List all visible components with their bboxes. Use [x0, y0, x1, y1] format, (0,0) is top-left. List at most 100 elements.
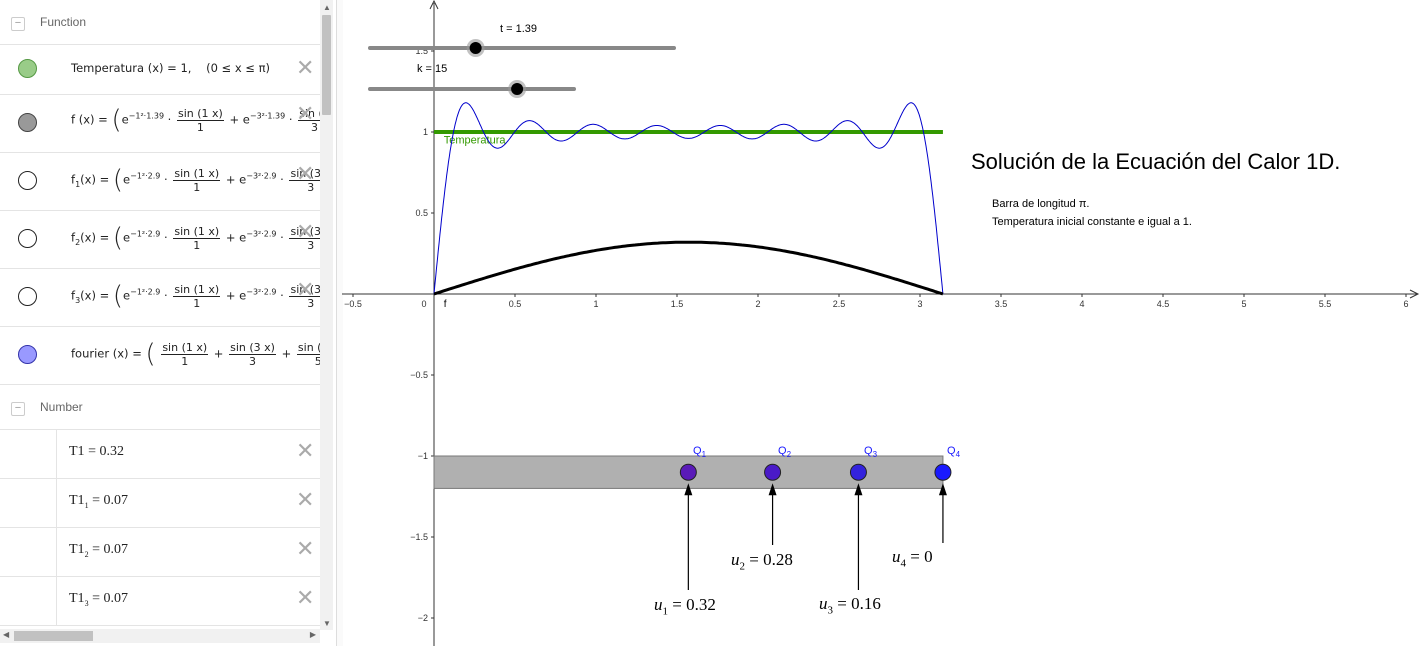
- u-letter: u: [819, 594, 828, 613]
- expression-f[interactable]: f (x) = (e−1²·1.39 · sin (1 x) 1 + e−3²·1…: [71, 105, 320, 135]
- delete-icon[interactable]: ✕: [296, 101, 315, 126]
- fraction-den: 1: [193, 180, 201, 194]
- x-tick-label: 5.5: [1319, 299, 1332, 309]
- visibility-toggle-icon[interactable]: [18, 229, 37, 248]
- delete-icon[interactable]: ✕: [296, 277, 315, 302]
- graphics-canvas[interactable]: −0.5 0 0.5 1 1.5 2 2.5 3 3.5 4 4.5 5 5.5 6 1.5 1 0.5 −0.5…: [342, 0, 1422, 646]
- x-tick-label: 0: [421, 299, 426, 309]
- q-letter: Q: [864, 445, 873, 457]
- exponent: −1²·1.39: [128, 111, 165, 121]
- algebra-row-T1-1[interactable]: T11 = 0.07 ✕: [0, 479, 320, 528]
- scroll-thumb[interactable]: [322, 15, 331, 115]
- description-line-2: Temperatura inicial constante e igual a …: [992, 216, 1192, 228]
- point-Q3-label: Q3: [864, 445, 877, 459]
- function-name: f: [71, 230, 76, 245]
- delete-icon[interactable]: ✕: [296, 161, 315, 186]
- scroll-left-icon[interactable]: ◀: [3, 630, 10, 639]
- expression-T1-1[interactable]: T11 = 0.07: [69, 493, 128, 510]
- delete-icon[interactable]: ✕: [296, 487, 315, 512]
- rod-point-Q3[interactable]: [849, 463, 867, 481]
- row-gutter: [56, 577, 57, 625]
- x-tick-label: 1: [593, 299, 598, 309]
- delete-icon[interactable]: ✕: [296, 438, 315, 463]
- expression-temperatura[interactable]: Temperatura (x) = 1, (0 ≤ x ≤ π): [71, 61, 270, 75]
- exp-base: e: [123, 288, 131, 303]
- rod-point-Q2[interactable]: [764, 463, 782, 481]
- u-letter: u: [654, 595, 663, 614]
- expression-T1-2[interactable]: T12 = 0.07: [69, 542, 128, 559]
- algebra-row-fourier[interactable]: fourier (x) = ( sin (1 x) 1 + sin (3 x) 3 …: [0, 327, 320, 385]
- visibility-toggle-icon[interactable]: [18, 59, 37, 78]
- number-group-header[interactable]: − Number: [0, 385, 320, 430]
- expression-f1[interactable]: f1(x) = (e−1²·2.9 · sin (1 x) 1 + e−3²·2.…: [71, 165, 320, 195]
- slider-k-knob[interactable]: [511, 83, 524, 95]
- expression-f2[interactable]: f2(x) = (e−1²·2.9 · sin (1 x) 1 + e−3²·2.…: [71, 223, 320, 253]
- scroll-down-icon[interactable]: ▼: [323, 619, 331, 628]
- function-arg: (x): [80, 288, 96, 303]
- fraction: sin (1 x) 1: [177, 107, 224, 134]
- visibility-toggle-icon[interactable]: [18, 171, 37, 190]
- function-name: Temperatura (x): [71, 61, 164, 75]
- y-tick-label: −1.5: [410, 532, 428, 542]
- fraction-den: 5: [297, 355, 320, 368]
- q-letter: Q: [693, 445, 702, 457]
- number-name: T1: [69, 591, 85, 606]
- expression-f3[interactable]: f3(x) = (e−1²·2.9 · sin (1 x) 1 + e−3²·2.…: [71, 281, 320, 311]
- number-value: = 0.07: [92, 591, 128, 606]
- slider-t-knob[interactable]: [469, 42, 482, 54]
- algebra-vertical-scrollbar[interactable]: ▲ ▼: [320, 0, 333, 630]
- function-group-header[interactable]: − Function: [0, 0, 320, 45]
- x-tick-label: 2: [755, 299, 760, 309]
- scroll-up-icon[interactable]: ▲: [323, 3, 331, 12]
- exponent: −3²·2.9: [246, 171, 277, 181]
- algebra-horizontal-scrollbar[interactable]: ◀ ▶: [0, 629, 320, 643]
- subscript: 4: [900, 557, 907, 570]
- algebra-row-f2[interactable]: f2(x) = (e−1²·2.9 · sin (1 x) 1 + e−3²·2.…: [0, 211, 320, 269]
- subscript: 2: [786, 450, 792, 460]
- algebra-row-T1-3[interactable]: T13 = 0.07 ✕: [0, 577, 320, 626]
- u4-label: u4 = 0: [892, 547, 933, 569]
- exp-base: e: [121, 112, 129, 127]
- y-axis-arrow: [429, 0, 439, 10]
- delete-icon[interactable]: ✕: [296, 55, 315, 80]
- y-tick-label: 1.5: [415, 46, 428, 56]
- collapse-icon[interactable]: −: [11, 17, 25, 31]
- delete-icon[interactable]: ✕: [296, 219, 315, 244]
- delete-icon[interactable]: ✕: [296, 585, 315, 610]
- function-group-label: Function: [40, 15, 87, 29]
- expression-T1-3[interactable]: T13 = 0.07: [69, 591, 128, 608]
- algebra-row-f3[interactable]: f3(x) = (e−1²·2.9 · sin (1 x) 1 + e−3²·2.…: [0, 269, 320, 327]
- number-name: T1: [69, 444, 85, 459]
- fraction-num: sin (1 x): [161, 340, 209, 355]
- rod-point-Q1[interactable]: [679, 463, 697, 481]
- subscript: 3: [75, 295, 81, 305]
- view-divider[interactable]: [336, 0, 343, 646]
- visibility-toggle-icon[interactable]: [18, 113, 37, 132]
- fourier-curve: [433, 102, 944, 295]
- fraction: sin (33: [298, 107, 320, 134]
- rod-point-Q4[interactable]: [934, 463, 952, 481]
- algebra-row-T1[interactable]: T1 = 0.32 ✕: [0, 430, 320, 479]
- collapse-icon[interactable]: −: [11, 402, 25, 416]
- graphics-view[interactable]: −0.5 0 0.5 1 1.5 2 2.5 3 3.5 4 4.5 5 5.5 6 1.5 1 0.5 −0.5…: [342, 0, 1422, 646]
- arrow-head: [768, 483, 777, 496]
- expression-fourier[interactable]: fourier (x) = ( sin (1 x) 1 + sin (3 x) 3 …: [71, 339, 320, 369]
- scroll-right-icon[interactable]: ▶: [309, 630, 316, 639]
- algebra-row-f1[interactable]: f1(x) = (e−1²·2.9 · sin (1 x) 1 + e−3²·2.…: [0, 153, 320, 211]
- algebra-row-T1-2[interactable]: T12 = 0.07 ✕: [0, 528, 320, 577]
- scroll-thumb[interactable]: [14, 631, 93, 641]
- visibility-toggle-icon[interactable]: [18, 287, 37, 306]
- u-value: = 0.28: [749, 550, 793, 569]
- algebra-row-f[interactable]: f (x) = (e−1²·1.39 · sin (1 x) 1 + e−3²·1…: [0, 95, 320, 153]
- y-tick-label: 1: [423, 127, 428, 137]
- fraction-num: sin (3 x: [289, 283, 320, 297]
- fraction-den: 3: [307, 296, 315, 310]
- exponent: −1²·2.9: [130, 171, 161, 181]
- expression-T1[interactable]: T1 = 0.32: [69, 444, 124, 460]
- delete-icon[interactable]: ✕: [296, 536, 315, 561]
- point-Q2-label: Q2: [778, 445, 791, 459]
- visibility-toggle-icon[interactable]: [18, 345, 37, 364]
- fraction: sin (1 x) 1: [173, 225, 221, 252]
- algebra-row-temperatura[interactable]: Temperatura (x) = 1, (0 ≤ x ≤ π) ✕: [0, 45, 320, 95]
- x-tick-label: 0.5: [509, 299, 522, 309]
